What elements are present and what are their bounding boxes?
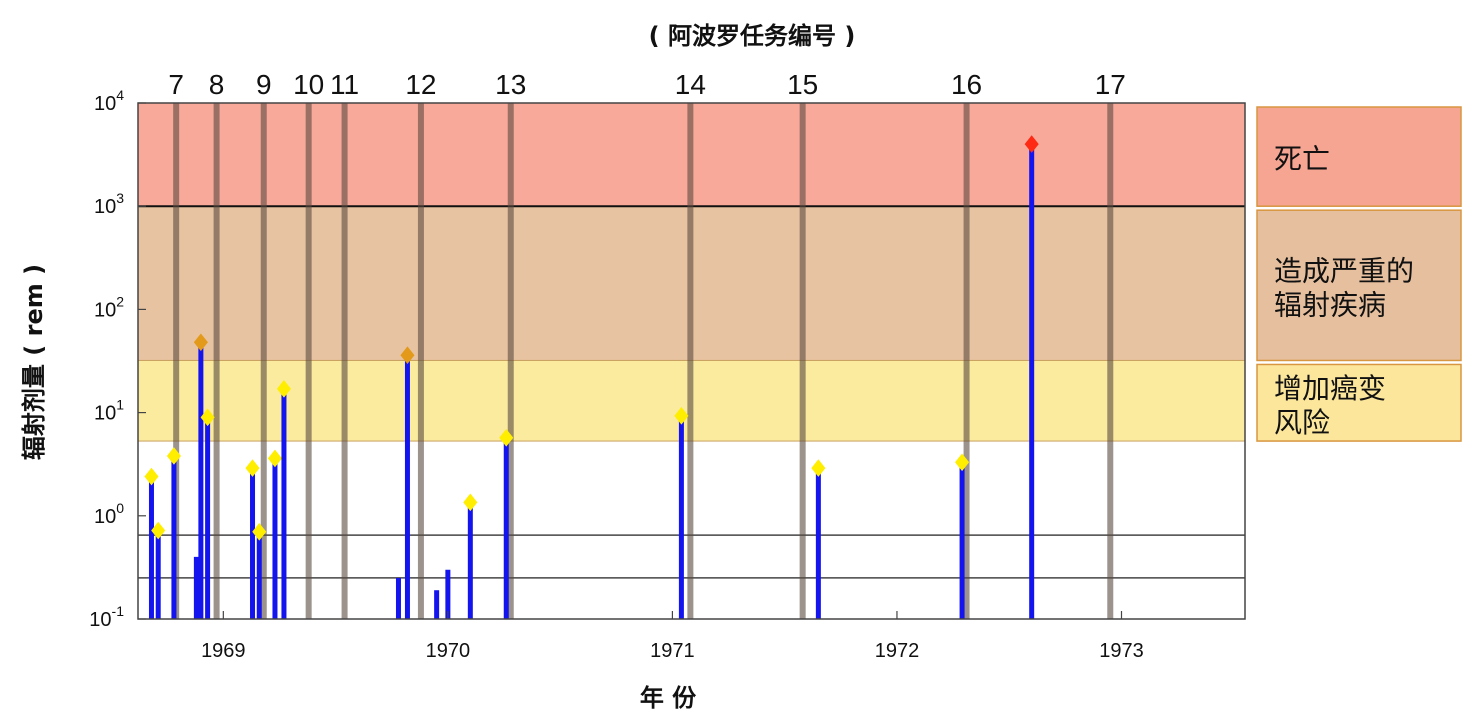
dose-bar-18 xyxy=(959,462,965,619)
dose-bar-9 xyxy=(281,388,287,619)
dose-marker-15 xyxy=(499,428,514,447)
mission-line-8 xyxy=(799,103,806,619)
x-axis-label: 年 份 xyxy=(640,684,697,712)
y-tick-base: 10 xyxy=(89,609,111,631)
dose-marker-4 xyxy=(193,333,208,352)
y-tick-exponent: -1 xyxy=(112,603,125,619)
dose-marker-9 xyxy=(276,380,291,398)
x-tick-label: 1970 xyxy=(426,640,471,662)
band-label-box-1 xyxy=(1256,209,1462,362)
y-tick-base: 10 xyxy=(94,403,116,425)
mission-line-2 xyxy=(260,103,267,619)
x-tick-label: 1972 xyxy=(875,640,920,662)
dose-marker-18 xyxy=(955,453,970,472)
y-axis-label: 辐射剂量 ( rem ) xyxy=(20,264,48,460)
x-tick-label: 1971 xyxy=(650,640,695,662)
band-label-text: 增加癌变 xyxy=(1274,372,1386,405)
y-tick-base: 10 xyxy=(94,506,116,528)
y-tick-base: 10 xyxy=(94,93,116,115)
dose-bar-2 xyxy=(171,455,177,619)
y-tick-exponent: 4 xyxy=(116,87,124,103)
mission-label: 15 xyxy=(787,69,818,100)
mission-line-4 xyxy=(341,103,348,619)
band-label-text: 风险 xyxy=(1274,406,1330,439)
dose-bar-4 xyxy=(198,342,204,619)
mission-line-9 xyxy=(963,103,970,619)
dose-marker-6 xyxy=(245,459,260,477)
y-tick-base: 10 xyxy=(94,299,116,321)
dose-marker-17 xyxy=(811,459,826,477)
y-tick-exponent: 3 xyxy=(116,190,124,206)
dose-marker-16 xyxy=(674,407,689,425)
dose-marker-0 xyxy=(144,467,159,486)
dose-marker-2 xyxy=(166,447,181,465)
mission-label: 14 xyxy=(675,69,706,100)
x-tick-label: 1973 xyxy=(1099,640,1144,662)
mission-label: 16 xyxy=(951,69,982,100)
dose-bar-13 xyxy=(445,569,451,619)
mission-line-3 xyxy=(305,103,312,619)
dose-marker-5 xyxy=(200,408,215,427)
band-label-box-0 xyxy=(1256,106,1462,207)
mission-line-6 xyxy=(507,103,514,619)
dose-bar-15 xyxy=(503,437,509,619)
y-tick-label: 100 xyxy=(94,500,124,528)
mission-label: 7 xyxy=(168,69,184,100)
mission-label: 12 xyxy=(405,69,436,100)
dose-bar-0 xyxy=(148,476,154,619)
y-tick-label: 104 xyxy=(94,87,124,115)
dose-bar-14 xyxy=(467,502,473,619)
mission-line-0 xyxy=(173,103,180,619)
y-tick-base: 10 xyxy=(94,196,116,218)
plot-frame xyxy=(137,102,1246,620)
y-tick-exponent: 1 xyxy=(116,397,124,413)
dose-bar-10 xyxy=(395,577,401,619)
dose-bar-8 xyxy=(272,458,278,619)
y-tick-label: 102 xyxy=(94,293,124,321)
mission-label: 8 xyxy=(209,69,225,100)
mission-label: 9 xyxy=(256,69,272,100)
dose-bar-16 xyxy=(678,415,684,619)
band-label-box-2 xyxy=(1256,363,1462,442)
band-label-text: 辐射疾病 xyxy=(1274,288,1386,321)
dose-bar-1 xyxy=(155,530,161,619)
dose-marker-7 xyxy=(252,522,267,541)
dose-marker-8 xyxy=(267,449,283,468)
y-tick-exponent: 2 xyxy=(116,293,124,309)
dose-marker-19 xyxy=(1024,135,1039,153)
y-tick-label: 101 xyxy=(94,397,124,425)
dose-bar-11 xyxy=(404,355,410,619)
band-label-text: 造成严重的 xyxy=(1274,254,1414,287)
dose-bar-12 xyxy=(434,590,440,619)
dose-marker-1 xyxy=(151,521,166,540)
dose-bar-19 xyxy=(1029,144,1035,619)
dose-marker-14 xyxy=(463,493,478,512)
x-axis-ticks: 1969 1970 1971 1972 1973 xyxy=(201,611,1144,662)
mission-label: 13 xyxy=(495,69,526,100)
mission-label: 11 xyxy=(330,69,359,100)
y-tick-label: 103 xyxy=(94,190,124,218)
mission-line-5 xyxy=(417,103,424,619)
mission-line-10 xyxy=(1107,103,1114,619)
dose-marker-11 xyxy=(400,346,415,364)
dose-bars xyxy=(144,135,1039,619)
top-axis-label: ( 阿波罗任务编号 ) xyxy=(649,22,856,50)
mission-label: 17 xyxy=(1095,69,1126,100)
mission-line-1 xyxy=(213,103,220,619)
y-tick-exponent: 0 xyxy=(116,500,124,516)
band-label-text: 死亡 xyxy=(1274,143,1330,176)
mission-label: 10 xyxy=(293,69,324,100)
y-tick-label: 10-1 xyxy=(89,603,124,631)
dose-bar-17 xyxy=(815,468,821,619)
dose-bar-6 xyxy=(250,468,256,619)
dose-bar-7 xyxy=(256,531,262,619)
mission-line-7 xyxy=(687,103,694,619)
dose-bar-5 xyxy=(205,417,211,619)
dose-bar-3 xyxy=(193,556,199,619)
x-tick-label: 1969 xyxy=(201,640,246,662)
mission-lines: 7 8 9 10 11 12 13 14 15 16 17 xyxy=(168,69,1126,619)
